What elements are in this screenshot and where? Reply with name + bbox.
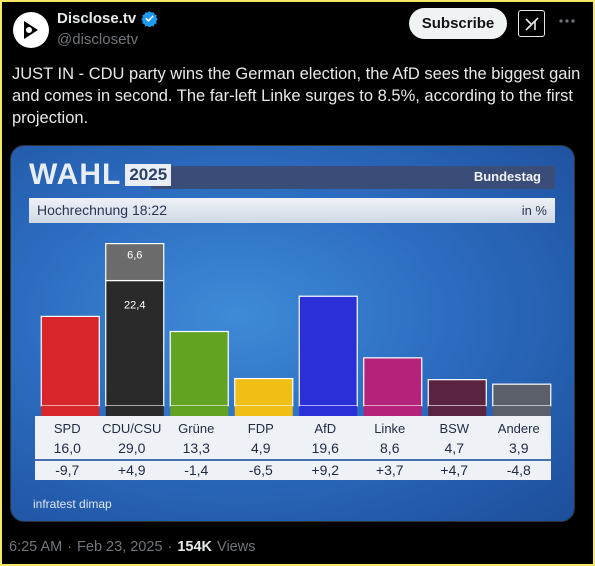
bar-gr-ne: [169, 330, 229, 407]
party-name: Linke: [374, 421, 406, 436]
party-change: +4,9: [117, 462, 146, 478]
wahl-title: WAHL: [29, 158, 122, 191]
party-name: AfD: [314, 421, 337, 436]
party-change: -4,8: [506, 462, 531, 478]
party-value: 19,6: [311, 440, 339, 456]
party-value: 29,0: [118, 440, 146, 456]
bar-cdu-csu-part-2: [105, 242, 165, 282]
meta-separator: ·: [67, 539, 73, 555]
party-change: +4,7: [440, 462, 469, 478]
party-name: Grüne: [178, 421, 215, 436]
party-value: 4,7: [444, 440, 464, 456]
color-strip-andere: [492, 406, 551, 416]
bar-part-label: 6,6: [127, 250, 142, 262]
more-dots-icon: [559, 19, 575, 23]
grok-icon: [524, 16, 539, 31]
source-label: infratest dimap: [33, 497, 112, 511]
election-bar-chart: 22,4 6,6: [40, 242, 552, 416]
color-strip-cdu-csu: [105, 406, 164, 416]
account-name[interactable]: Disclose.tv: [57, 10, 137, 27]
color-strip-afd: [299, 406, 358, 416]
party-row: SPD CDU/CSU Grüne FDP AfD Linke BSW Andere: [35, 421, 551, 436]
wahl-year: 2025: [125, 164, 172, 186]
party-name: SPD: [53, 421, 81, 436]
party-change: -9,7: [55, 462, 80, 478]
table-divider: [35, 459, 551, 461]
bar-afd: [298, 295, 358, 407]
value-row: 16,0 29,0 13,3 4,9 19,6 8,6 4,7 3,9: [35, 440, 551, 456]
tweet-media[interactable]: Bundestag WAHL 2025 Hochrechnung 18:22 i…: [10, 145, 575, 522]
color-strip-linke: [363, 406, 422, 416]
avatar[interactable]: [13, 12, 49, 48]
party-change: +3,7: [375, 462, 404, 478]
wahl-logo: WAHL 2025: [29, 158, 172, 192]
bar-linke: [363, 357, 423, 407]
results-table: SPD CDU/CSU Grüne FDP AfD Linke BSW Andere 16,0…: [35, 416, 551, 480]
party-value: 8,6: [380, 440, 400, 456]
subscribe-button[interactable]: Subscribe: [409, 8, 507, 39]
views-label: Views: [217, 539, 256, 555]
bar-spd: [40, 315, 100, 407]
grok-button[interactable]: [518, 10, 545, 37]
bundestag-label: Bundestag: [473, 169, 541, 184]
color-strip-spd: [41, 406, 100, 416]
party-value: 3,9: [509, 440, 529, 456]
views-count[interactable]: 154K: [177, 539, 213, 555]
tweet-text: JUST IN - CDU party wins the German elec…: [12, 65, 581, 127]
more-button[interactable]: [557, 11, 577, 31]
bar-bsw: [427, 379, 487, 407]
tweet-date[interactable]: Feb 23, 2025: [77, 539, 163, 555]
bar-andere: [492, 383, 552, 407]
color-strip-gr-ne: [170, 406, 229, 416]
meta-separator: ·: [167, 539, 173, 555]
party-value: 13,3: [182, 440, 210, 456]
projection-label: Hochrechnung 18:22: [37, 202, 167, 218]
projection-banner: Hochrechnung 18:22 in %: [29, 198, 555, 223]
party-name: Andere: [497, 421, 540, 436]
disclose-logo-icon: [24, 21, 38, 39]
color-strip-fdp: [234, 406, 293, 416]
verified-badge-icon: [141, 11, 158, 27]
party-name: BSW: [439, 421, 470, 436]
party-name: CDU/CSU: [102, 421, 162, 436]
party-value: 16,0: [53, 440, 81, 456]
tweet-meta: 6:25 AM · Feb 23, 2025 · 154K Views: [9, 539, 255, 555]
unit-label: in %: [521, 203, 547, 218]
account-handle[interactable]: @disclosetv: [57, 31, 139, 48]
color-strip-bsw: [428, 406, 487, 416]
bundestag-banner: Bundestag: [151, 166, 555, 189]
bar-part-label: 22,4: [124, 300, 145, 312]
change-row: -9,7 +4,9 -1,4 -6,5 +9,2 +3,7 +4,7 -4,8: [35, 462, 551, 478]
party-change: -1,4: [184, 462, 209, 478]
party-value: 4,9: [251, 440, 271, 456]
tweet-time[interactable]: 6:25 AM: [9, 539, 63, 555]
account-name-row: Disclose.tv: [57, 10, 158, 27]
party-name: FDP: [247, 421, 274, 436]
party-change: +9,2: [311, 462, 340, 478]
bar-fdp: [234, 377, 294, 407]
party-change: -6,5: [248, 462, 273, 478]
